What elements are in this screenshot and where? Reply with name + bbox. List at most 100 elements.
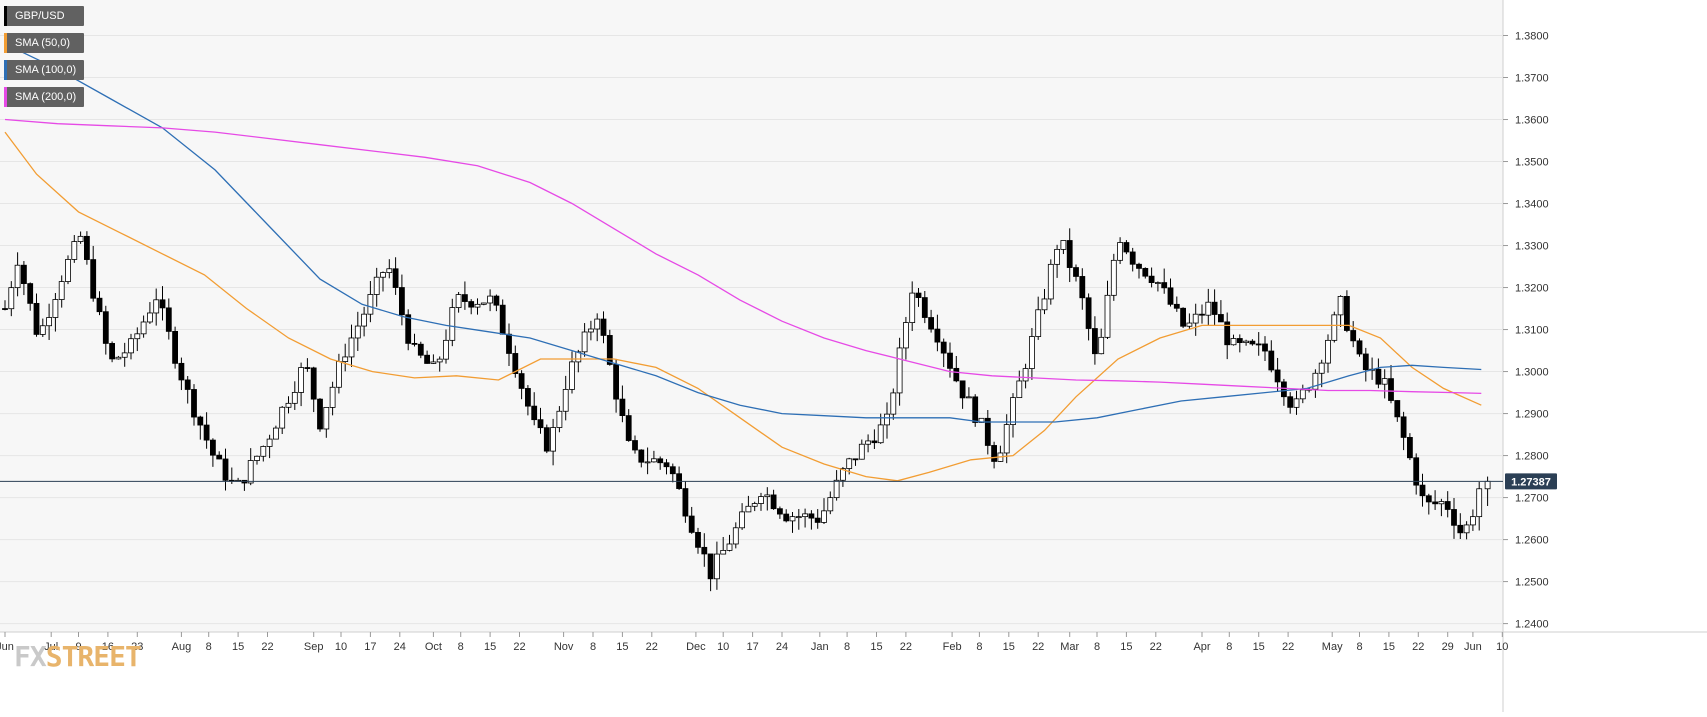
- candle-body: [947, 352, 953, 369]
- candle-body: [128, 338, 134, 354]
- candle-body: [499, 304, 506, 335]
- candle-body: [1123, 242, 1130, 253]
- candle-body: [1016, 380, 1023, 399]
- y-tick-label: 1.3000: [1515, 367, 1549, 379]
- candle-body: [512, 353, 519, 374]
- candle-body: [1400, 416, 1407, 438]
- candle-body: [52, 299, 59, 318]
- x-tick-label: 8: [206, 641, 212, 653]
- candle-body: [739, 511, 745, 529]
- candle-body: [1085, 297, 1092, 329]
- candle-body: [184, 379, 191, 390]
- x-tick-label: 22: [261, 641, 273, 653]
- candle-body: [846, 458, 853, 469]
- candle-body: [197, 416, 204, 426]
- candle-body: [1029, 336, 1035, 369]
- candle-body: [102, 311, 109, 344]
- legend-label: SMA (50,0): [15, 37, 71, 49]
- candle-body: [1325, 339, 1331, 364]
- legend-item-gbpusd[interactable]: GBP/USD: [4, 6, 85, 26]
- candle-body: [695, 531, 701, 548]
- candle-body: [1054, 248, 1060, 265]
- candle-body: [808, 513, 815, 519]
- candle-body: [304, 367, 311, 369]
- candle-body: [254, 455, 260, 461]
- legend-swatch: [4, 33, 7, 53]
- x-tick-label: 29: [1442, 641, 1454, 653]
- candle-body: [657, 458, 664, 464]
- candle-body: [1337, 296, 1344, 316]
- candle-body: [1010, 397, 1016, 425]
- candle-body: [1318, 362, 1325, 374]
- y-tick-label: 1.3300: [1515, 241, 1549, 253]
- candle-body: [115, 356, 122, 360]
- x-tick-label: Oct: [425, 641, 442, 653]
- sma-line: [4, 131, 1482, 482]
- x-tick-label: 15: [232, 641, 244, 653]
- candle-body: [165, 307, 172, 332]
- candle-body: [556, 410, 563, 428]
- x-tick-label: 15: [1383, 641, 1395, 653]
- candle-body: [1092, 328, 1098, 355]
- x-tick-label: May: [1322, 641, 1343, 653]
- candle-body: [770, 494, 777, 510]
- candle-body: [1136, 263, 1142, 269]
- candle-body: [1192, 313, 1199, 324]
- legend: GBP/USD SMA (50,0) SMA (100,0) SMA (200,…: [4, 6, 85, 114]
- candle-body: [1438, 501, 1445, 505]
- candle-body: [1104, 294, 1111, 338]
- x-tick-label: 17: [364, 641, 376, 653]
- x-tick-label: Nov: [554, 641, 574, 653]
- x-tick-label: 8: [1356, 641, 1362, 653]
- candle-body: [1299, 389, 1306, 400]
- candle-body: [1375, 368, 1382, 385]
- x-axis: Jun Jul 9 16 23 Aug 8 15 22 Sep 10 17 24 Oct 8 15 22 Nov 8…: [0, 632, 1508, 653]
- y-tick-label: 1.2600: [1515, 535, 1549, 547]
- candle-body: [109, 343, 115, 360]
- candle-body: [625, 415, 632, 441]
- y-tick-label: 1.2700: [1515, 493, 1549, 505]
- candle-body: [1218, 314, 1224, 323]
- candle-body: [65, 259, 71, 282]
- candle-body: [1060, 240, 1067, 250]
- x-tick-label: Jun: [1464, 641, 1482, 653]
- candle-body: [525, 388, 531, 407]
- x-tick-label: 8: [976, 641, 982, 653]
- candle-body: [562, 389, 569, 412]
- candle-body: [216, 454, 223, 460]
- candle-body: [531, 405, 538, 421]
- candle-body: [909, 292, 916, 323]
- candle-body: [461, 294, 468, 302]
- moving-averages: [4, 43, 1482, 482]
- candle-body: [191, 389, 197, 418]
- candle-body: [443, 339, 449, 360]
- candle-body: [802, 513, 808, 518]
- candle-body: [398, 287, 405, 316]
- candle-body: [424, 354, 431, 364]
- candle-body: [1281, 381, 1287, 398]
- candle-body: [594, 318, 601, 330]
- candle-body: [436, 358, 443, 363]
- candle-body: [884, 413, 890, 426]
- x-tick-label: 22: [900, 641, 912, 653]
- legend-item-sma200[interactable]: SMA (200,0): [4, 87, 85, 107]
- candle-body: [455, 294, 462, 308]
- legend-item-sma100[interactable]: SMA (100,0): [4, 60, 85, 80]
- candle-body: [638, 449, 645, 463]
- y-tick-label: 1.3400: [1515, 199, 1549, 211]
- candle-body: [758, 496, 764, 504]
- y-tick-label: 1.2500: [1515, 577, 1549, 589]
- candle-body: [619, 398, 626, 417]
- x-tick-label: 15: [484, 641, 496, 653]
- x-tick-label: 24: [394, 641, 406, 653]
- candle-body: [1066, 240, 1073, 268]
- legend-item-sma50[interactable]: SMA (50,0): [4, 33, 85, 53]
- candle-body: [1356, 340, 1363, 355]
- candle-body: [688, 515, 695, 533]
- x-tick-label: Jun: [0, 641, 14, 653]
- candle-body: [991, 445, 997, 462]
- logo-part-fx: FX: [14, 640, 47, 673]
- candle-body: [1432, 501, 1438, 505]
